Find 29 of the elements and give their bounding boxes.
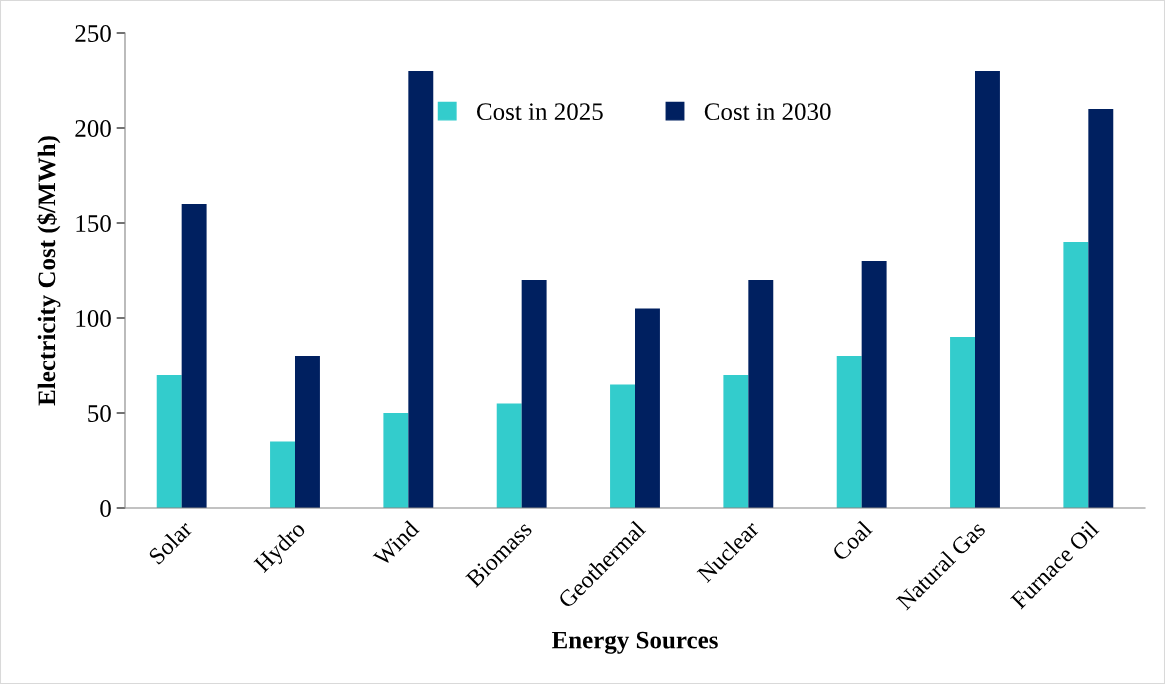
legend-label: Cost in 2025 — [476, 103, 603, 121]
bar — [635, 308, 660, 508]
bar — [1063, 242, 1089, 508]
y-tick-label: 100 — [76, 310, 111, 327]
bar — [836, 356, 862, 508]
y-tick-label: 250 — [75, 25, 111, 42]
bar — [748, 280, 774, 508]
bar — [610, 384, 635, 508]
bar — [975, 71, 1000, 508]
bar — [295, 356, 320, 508]
y-axis-title: Electricity Cost ($/MWh) — [36, 136, 61, 406]
y-tick-label: 0 — [100, 500, 111, 517]
x-axis-title: Energy Sources — [551, 631, 718, 654]
bar — [1088, 109, 1114, 508]
bar — [270, 441, 295, 508]
legend-label: Cost in 2030 — [704, 103, 831, 121]
bar — [181, 204, 207, 508]
bar — [156, 375, 182, 508]
bar — [521, 280, 547, 508]
y-tick-label: 200 — [75, 120, 111, 137]
x-tick-label: Coal — [830, 519, 874, 562]
y-tick-label: 150 — [76, 215, 111, 232]
bar — [723, 375, 749, 508]
bar — [950, 337, 975, 508]
y-tick-label: 50 — [88, 405, 111, 422]
bar — [496, 403, 522, 508]
bar — [383, 413, 409, 508]
bar — [408, 71, 434, 508]
bar — [861, 261, 887, 508]
